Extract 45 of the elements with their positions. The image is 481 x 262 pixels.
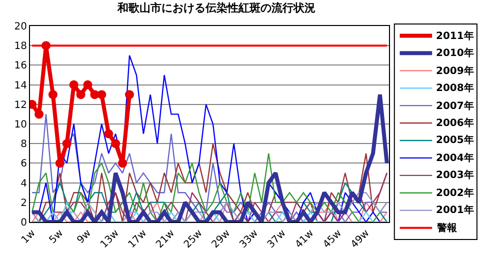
legend-label: 2010年 (436, 47, 474, 59)
point (118, 158, 128, 168)
x-tick-label: 9w (75, 228, 94, 246)
legend-label: 2002年 (436, 187, 474, 199)
legend-label: 警報 (436, 222, 458, 234)
y-tick-label: 12 (14, 100, 27, 111)
legend-label: 2003年 (436, 169, 474, 181)
y-tick-label: 10 (14, 120, 27, 130)
x-tick-label: 45w (321, 228, 344, 250)
legend-label: 2007年 (436, 100, 474, 112)
y-tick-label: 0 (20, 218, 27, 228)
y-tick-label: 4 (20, 178, 27, 190)
y-tick-label: 2 (20, 198, 27, 209)
x-tick-label: 41w (293, 228, 316, 250)
point (55, 158, 64, 168)
legend-label: 2001年 (436, 204, 474, 216)
y-tick-label: 14 (14, 80, 27, 92)
legend-label: 2005年 (436, 134, 474, 146)
x-tick-label: 1w (20, 228, 38, 246)
legend-label: 2008年 (436, 82, 474, 94)
y-tick-label: 6 (20, 158, 27, 170)
point (124, 90, 134, 100)
point (104, 129, 114, 138)
point (34, 110, 44, 119)
x-tick-label: 5w (48, 228, 66, 246)
legend-label: 2004年 (436, 152, 474, 164)
y-tick-label: 20 (14, 22, 27, 32)
point (111, 139, 120, 148)
y-tick-label: 18 (14, 41, 27, 52)
point (48, 90, 58, 100)
y-tick-label: 8 (20, 139, 27, 150)
x-tick-label: 49w (349, 228, 372, 250)
legend-label: 2006年 (436, 117, 474, 129)
point (69, 80, 78, 90)
point (76, 90, 86, 100)
point (83, 80, 92, 90)
point (42, 41, 50, 50)
line-series (31, 114, 388, 222)
legend-label: 2009年 (436, 65, 474, 77)
line-series (30, 92, 389, 222)
point (97, 90, 106, 100)
y-tick-label: 16 (14, 60, 27, 72)
legend-label: 2011年 (436, 30, 474, 42)
chart-title: 和歌山市における伝染性紅斑の流行状況 (116, 2, 316, 15)
point (62, 139, 72, 148)
